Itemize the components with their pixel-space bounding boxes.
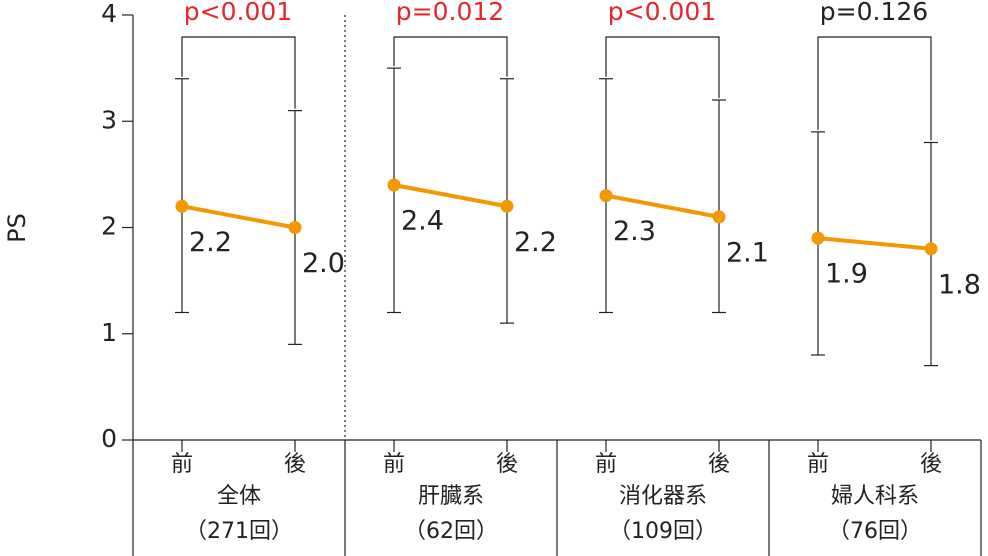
point (599, 189, 613, 203)
value-label: 2.4 (401, 206, 444, 237)
x-tick-label: 前 (171, 452, 193, 477)
x-tick-label: 後 (920, 452, 942, 477)
group-count: （76回） (828, 519, 922, 544)
point (712, 210, 726, 224)
y-tick-label: 3 (101, 105, 117, 134)
p-bracket (605, 36, 720, 98)
x-tick-label: 後 (708, 452, 730, 477)
group-name: 全体 (217, 484, 261, 509)
group-name: 消化器系 (619, 484, 707, 509)
point (387, 178, 401, 192)
p-value: p=0.012 (396, 0, 504, 26)
line (605, 193, 720, 219)
value-label: 2.3 (613, 216, 656, 247)
point (175, 199, 189, 213)
line (817, 236, 932, 251)
value-label: 1.8 (938, 269, 981, 300)
group-count: （109回） (609, 519, 717, 544)
point (811, 231, 825, 245)
line (181, 204, 296, 230)
y-tick-label: 1 (101, 318, 117, 347)
y-tick-label: 2 (101, 212, 117, 241)
point (924, 242, 938, 256)
y-axis-label: PS (3, 213, 31, 243)
point (500, 199, 514, 213)
p-value: p<0.001 (184, 0, 292, 26)
p-value: p<0.001 (608, 0, 716, 26)
p-bracket (817, 36, 932, 141)
x-tick-label: 後 (284, 452, 306, 477)
x-tick-label: 後 (496, 452, 518, 477)
x-tick-label: 前 (383, 452, 405, 477)
p-bracket (393, 36, 508, 77)
value-label: 2.0 (302, 248, 345, 279)
value-label: 2.1 (726, 237, 769, 268)
group-count: （271回） (185, 519, 293, 544)
group-name: 婦人科系 (831, 484, 919, 509)
value-label: 2.2 (514, 227, 557, 258)
y-tick-label: 0 (101, 424, 117, 453)
line (393, 183, 508, 209)
p-value: p=0.126 (820, 0, 928, 26)
group-count: （62回） (404, 519, 498, 544)
p-bracket (181, 36, 296, 109)
value-label: 1.9 (825, 259, 868, 290)
x-tick-label: 前 (595, 452, 617, 477)
point (288, 221, 302, 234)
y-tick-label: 4 (101, 0, 117, 28)
value-label: 2.2 (189, 227, 232, 258)
group-name: 肝臓系 (418, 484, 484, 509)
x-tick-label: 前 (807, 452, 829, 477)
